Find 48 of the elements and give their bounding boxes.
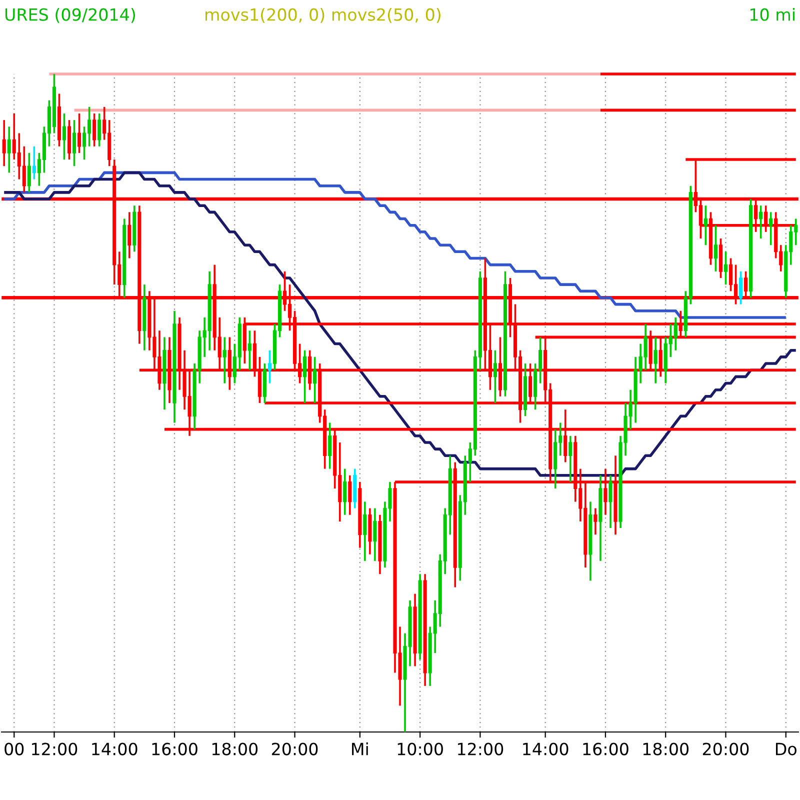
candlestick	[724, 250, 728, 286]
candlestick	[92, 112, 96, 148]
candlestick	[7, 126, 11, 174]
chart-subtitle: movs1(200, 0) movs2(50, 0)	[206, 8, 440, 23]
candlestick	[62, 112, 66, 160]
x-tick-label: 12:00	[32, 742, 78, 756]
candlestick	[222, 336, 226, 384]
x-tick-label: 16:00	[583, 742, 628, 756]
candlestick	[759, 204, 763, 240]
text: 10 mi	[750, 8, 794, 21]
candlestick	[328, 422, 332, 470]
candlestick	[704, 204, 708, 246]
candlestick	[348, 474, 352, 516]
x-tick-label: 00	[4, 742, 24, 756]
candlestick	[302, 349, 307, 404]
x-tick-label: 20:00	[272, 742, 318, 756]
candlestick	[268, 349, 272, 384]
candlestick	[27, 152, 31, 194]
candlestick	[738, 270, 743, 306]
x-tick-label: 18:00	[212, 742, 258, 756]
candlestick	[72, 119, 76, 168]
candlestick	[493, 349, 498, 404]
candlestick	[608, 474, 612, 529]
candlestick	[714, 224, 718, 272]
candlestick	[343, 468, 347, 516]
candlestick	[373, 507, 377, 562]
x-tick-label: 12:00	[458, 742, 504, 756]
chart-title: URES (09/2014)	[5, 8, 135, 23]
x-tick-label: 16:00	[152, 742, 198, 756]
candlestick	[363, 500, 367, 562]
x-tick-label: 14:00	[92, 742, 138, 756]
candlestick	[568, 434, 572, 483]
candlestick	[248, 330, 252, 372]
candlestick	[128, 211, 132, 260]
x-tick-label: Mi	[352, 742, 368, 756]
x-tick-label: 10:00	[398, 742, 443, 756]
candlestick	[654, 336, 658, 384]
candlestick	[77, 112, 82, 154]
x-tick-label: 20:00	[702, 742, 749, 756]
x-tick-label: 18:00	[643, 742, 689, 756]
candlestick	[32, 145, 36, 180]
candlestick	[594, 507, 598, 536]
candlestick	[2, 119, 6, 168]
x-tick-label: 14:00	[523, 742, 568, 756]
candlestick	[98, 112, 102, 148]
candlestick	[769, 211, 773, 246]
candlestick	[313, 356, 317, 404]
x-tick-label: Do	[776, 742, 796, 756]
